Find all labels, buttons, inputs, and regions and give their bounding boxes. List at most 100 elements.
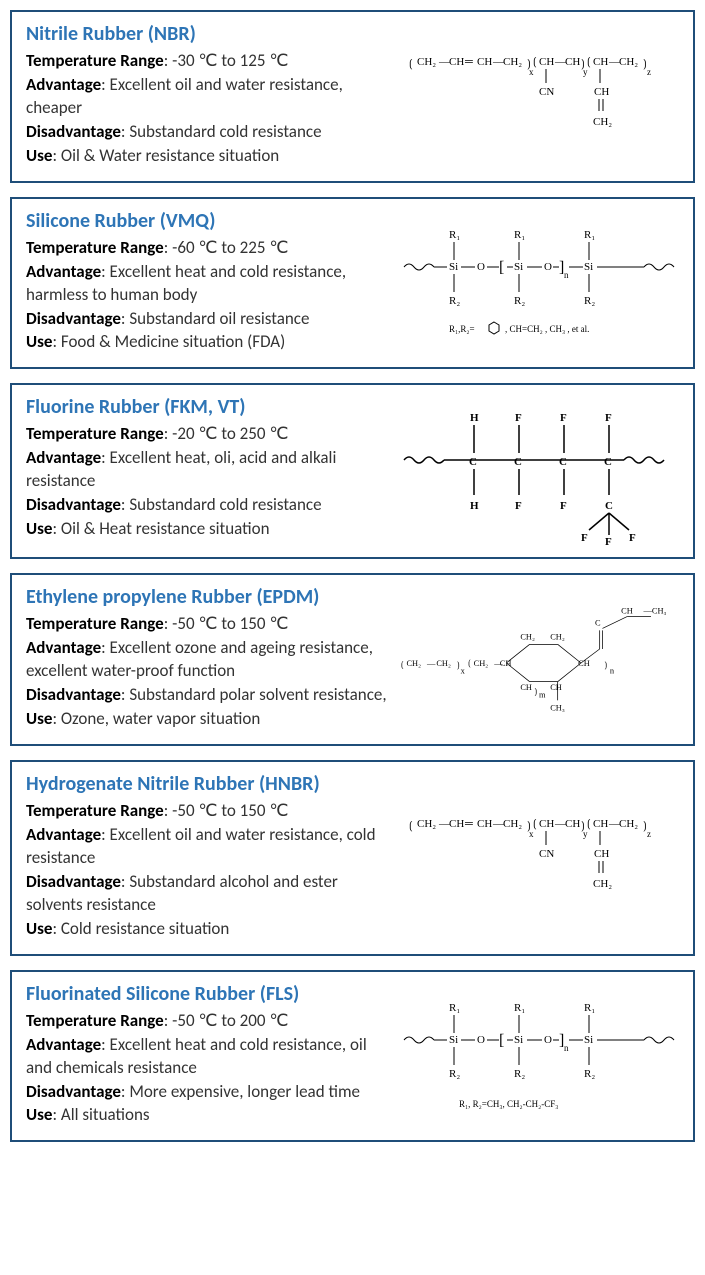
svg-text:R₂: R₂ — [584, 1068, 595, 1080]
svg-text:R₂: R₂ — [514, 295, 525, 307]
svg-text:CH₃: CH₃ — [550, 704, 565, 713]
property-label: Advantage — [26, 637, 101, 658]
svg-text:C: C — [514, 456, 522, 468]
property-label: Advantage — [26, 447, 101, 468]
svg-text:x: x — [461, 667, 466, 676]
rubber-card: Fluorinated Silicone Rubber (FLS)Tempera… — [10, 970, 695, 1143]
svg-text:O: O — [477, 261, 485, 273]
svg-text:y: y — [583, 67, 588, 77]
svg-text:CH₂: CH₂ — [436, 659, 451, 668]
property-row-adv: Advantage: Excellent ozone and ageing re… — [26, 637, 389, 683]
property-label: Advantage — [26, 1034, 101, 1055]
chemical-diagram: ⟮ CH₂— CH═ CH— CH₂ ⟯ ⟮ CH— CH ⟯ ⟮ CH— CH… — [399, 22, 679, 169]
svg-text:⟯: ⟯ — [457, 661, 460, 670]
property-row-temp: Temperature Range: -60 ℃ to 225 ℃ — [26, 237, 389, 260]
property-label: Use — [26, 1104, 52, 1125]
svg-text:x: x — [529, 67, 534, 77]
svg-text:⟮: ⟮ — [533, 818, 537, 830]
property-row-dis: Disadvantage: Substandard alcohol and es… — [26, 871, 389, 917]
property-row-dis: Disadvantage: Substandard cold resistanc… — [26, 494, 389, 517]
property-row-adv: Advantage: Excellent oil and water resis… — [26, 74, 389, 120]
svg-text:CH: CH — [550, 683, 562, 692]
svg-text:C: C — [559, 456, 567, 468]
card-text-block: Silicone Rubber (VMQ) Temperature Range: … — [26, 209, 389, 356]
svg-text:⟮: ⟮ — [587, 56, 591, 68]
property-row-temp: Temperature Range: -50 ℃ to 150 ℃ — [26, 613, 389, 636]
svg-text:R₁: R₁ — [514, 1002, 525, 1014]
svg-text:CH: CH — [539, 56, 554, 68]
svg-text:═: ═ — [464, 818, 473, 830]
property-row-temp: Temperature Range: -50 ℃ to 200 ℃ — [26, 1010, 389, 1033]
property-value: Substandard cold resistance — [129, 121, 321, 142]
svg-text:Si: Si — [584, 1034, 593, 1046]
svg-text:—: — — [426, 659, 436, 668]
property-value: Food & Medicine situation (FDA) — [61, 331, 285, 352]
svg-text:CH: CH — [565, 818, 580, 830]
property-value: -50 ℃ to 150 ℃ — [172, 800, 288, 821]
svg-text:y: y — [583, 829, 588, 839]
property-label: Disadvantage — [26, 121, 121, 142]
card-text-block: Fluorine Rubber (FKM, VT) Temperature Ran… — [26, 395, 389, 545]
vmq-structure-diagram: SiO [ SiO ] n Si R₁R₁R₁ R₂R₂R₂ R₁,R₂= , … — [399, 212, 679, 352]
chemical-diagram: CC CC HFFF HFFC FFF — [399, 395, 679, 545]
card-title: Nitrile Rubber (NBR) — [26, 22, 389, 46]
property-row-use: Use: Oil & Water resistance situation — [26, 145, 389, 168]
property-value: -60 ℃ to 225 ℃ — [172, 237, 288, 258]
nbr-structure-diagram: ⟮ CH₂— CH═ CH— CH₂ ⟯ ⟮ CH— CH ⟯ ⟮ CH— CH… — [399, 797, 679, 917]
property-label: Temperature Range — [26, 423, 164, 444]
svg-text:R₂: R₂ — [584, 295, 595, 307]
property-label: Use — [26, 918, 52, 939]
svg-text:F: F — [605, 412, 612, 424]
svg-text:—CH₃: —CH₃ — [643, 607, 667, 616]
chemical-diagram: ⟮ CH₂— CH═ CH— CH₂ ⟯ ⟮ CH— CH ⟯ ⟮ CH— CH… — [399, 772, 679, 942]
svg-text:Si: Si — [584, 261, 593, 273]
card-text-block: Ethylene propylene Rubber (EPDM)Temperat… — [26, 585, 389, 732]
rubber-card: Hydrogenate Nitrile Rubber (HNBR)Tempera… — [10, 760, 695, 956]
property-value: More expensive, longer lead time — [129, 1081, 360, 1102]
svg-text:⟯: ⟯ — [534, 687, 537, 696]
svg-text:⟮: ⟮ — [409, 820, 413, 832]
svg-text:x: x — [529, 829, 534, 839]
svg-text:CH: CH — [621, 607, 633, 616]
property-row-use: Use: Ozone, water vapor situation — [26, 708, 389, 731]
svg-text:F: F — [605, 536, 612, 545]
property-label: Temperature Range — [26, 50, 164, 71]
svg-text:CH: CH — [593, 818, 608, 830]
svg-text:CN: CN — [539, 848, 554, 860]
svg-text:CH: CH — [594, 86, 609, 98]
fkm-structure-diagram: CC CC HFFF HFFC FFF — [399, 395, 679, 545]
property-value: All situations — [61, 1104, 150, 1125]
svg-text:F: F — [515, 412, 522, 424]
property-value: -50 ℃ to 200 ℃ — [172, 1010, 288, 1031]
property-value: Oil & Water resistance situation — [61, 145, 279, 166]
svg-text:Si: Si — [514, 1034, 523, 1046]
property-value: -20 ℃ to 250 ℃ — [172, 423, 288, 444]
svg-text:F: F — [515, 500, 522, 512]
property-row-use: Use: All situations — [26, 1104, 389, 1127]
card-text-block: Hydrogenate Nitrile Rubber (HNBR)Tempera… — [26, 772, 389, 942]
property-row-temp: Temperature Range: -50 ℃ to 150 ℃ — [26, 800, 389, 823]
svg-text:R₁,R₂=: R₁,R₂= — [449, 324, 475, 334]
nbr-structure-diagram: ⟮ CH₂— CH═ CH— CH₂ ⟯ ⟮ CH— CH ⟯ ⟮ CH— CH… — [399, 35, 679, 155]
property-label: Disadvantage — [26, 494, 121, 515]
property-row-use: Use: Oil & Heat resistance situation — [26, 518, 389, 541]
property-row-adv: Advantage: Excellent oil and water resis… — [26, 824, 389, 870]
svg-text:Si: Si — [449, 1034, 458, 1046]
property-row-temp: Temperature Range: -30 ℃ to 125 ℃ — [26, 50, 389, 73]
property-value: Substandard polar solvent resistance, — [129, 684, 386, 705]
property-row-adv: Advantage: Excellent heat and cold resis… — [26, 1034, 389, 1080]
svg-text:CH₂: CH₂ — [520, 633, 535, 642]
svg-text:O: O — [544, 261, 552, 273]
svg-text:n: n — [610, 667, 615, 676]
property-label: Use — [26, 518, 52, 539]
svg-text:R₁: R₁ — [514, 229, 525, 241]
svg-text:CH₂: CH₂ — [417, 818, 436, 830]
property-label: Disadvantage — [26, 1081, 121, 1102]
card-text-block: Fluorinated Silicone Rubber (FLS)Tempera… — [26, 982, 389, 1129]
card-title: Silicone Rubber (VMQ) — [26, 209, 389, 233]
svg-text:Si: Si — [449, 261, 458, 273]
card-title: Fluorine Rubber (FKM, VT) — [26, 395, 389, 419]
svg-text:C: C — [605, 500, 613, 512]
property-row-adv: Advantage: Excellent heat and cold resis… — [26, 261, 389, 307]
epdm-structure-diagram: ⟮ CH₂—CH₂ ⟯x ⟮ CH₂— CH₂CH₂ CHCH CHCH ⟯m … — [399, 593, 679, 724]
